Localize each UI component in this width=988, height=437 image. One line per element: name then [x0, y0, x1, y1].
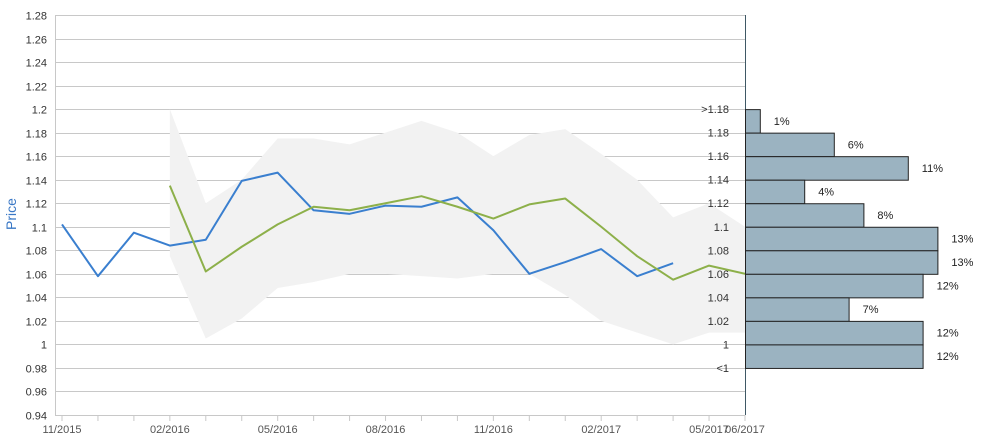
- y-tick-label: 1.12: [26, 199, 47, 211]
- histogram-category-label: 1: [723, 339, 729, 351]
- y-tick-label: 1.1: [32, 223, 47, 235]
- y-tick-label: 1.2: [32, 105, 47, 117]
- histogram-value-label: 11%: [922, 163, 943, 175]
- y-tick-label: 1.02: [26, 317, 47, 329]
- histogram-bar: [745, 109, 761, 134]
- histogram-category-label: <1: [716, 363, 729, 375]
- forecast-series-line: [168, 185, 745, 281]
- y-tick-label: 1: [41, 340, 47, 352]
- histogram-value-label: 7%: [863, 304, 879, 316]
- x-tick-label: 06/2017: [725, 424, 765, 436]
- y-tick-label: 1.28: [26, 11, 47, 23]
- x-axis: 11/2015 02/2016 05/2016 08/2016 11/2016 02/20…: [43, 415, 765, 436]
- histogram-value-label: 13%: [951, 257, 973, 269]
- histogram-value-label: 1%: [774, 116, 790, 128]
- y-tick-label: 0.94: [26, 411, 47, 423]
- series-lines: [61, 171, 745, 281]
- x-tick-label: 05/2016: [258, 424, 298, 436]
- y-tick-label: 1.22: [26, 82, 47, 94]
- histogram-category-label: 1.14: [708, 175, 729, 187]
- y-axis-title-group: Price: [3, 198, 19, 230]
- histogram-category-label: 1.08: [708, 245, 729, 257]
- y-tick-label: 1.14: [26, 176, 47, 188]
- histogram-value-label: 8%: [877, 210, 893, 222]
- forecast-band-area: [169, 109, 745, 345]
- histogram-value-label: 12%: [937, 281, 959, 293]
- histogram-bar: [745, 250, 939, 275]
- histogram-value-label: 12%: [937, 351, 959, 363]
- histogram-bar: [745, 320, 924, 346]
- y-tick-label: 1.06: [26, 270, 47, 282]
- y-axis: 0.94 0.96 0.98 1 1.02 1.04 1.06 1.08 1.1 1.12 1.14…: [26, 11, 746, 423]
- histogram-bar: [745, 273, 924, 299]
- histogram-bar: [745, 156, 909, 181]
- histogram-bar: [745, 203, 865, 228]
- y-tick-label: 1.24: [26, 58, 47, 70]
- histogram-value-label: 12%: [937, 328, 959, 340]
- y-axis-title: Price: [3, 198, 19, 230]
- x-tick-label: 05/2017: [689, 424, 729, 436]
- histogram-category-label: 1.16: [708, 151, 729, 163]
- histogram-category-label: 1.18: [708, 128, 729, 140]
- histogram-category-label: 1.04: [708, 292, 729, 304]
- histogram-bar: [745, 179, 806, 205]
- y-tick-label: 1.04: [26, 293, 47, 305]
- x-tick-label: 11/2015: [43, 424, 82, 436]
- histogram-category-label: 1.12: [708, 198, 729, 210]
- x-tick-label: 02/2016: [150, 424, 190, 436]
- histogram-bar: [745, 344, 924, 369]
- y-tick-label: 0.96: [26, 387, 47, 399]
- histogram-bar: [745, 297, 850, 322]
- distribution-histogram: 1% >1.18 6% 1.18 11% 1.16 4% 1.14 8% 1.12 13% 1.1 13…: [701, 104, 973, 375]
- forecast-band: [169, 109, 745, 345]
- histogram-category-label: 1.1: [714, 222, 729, 234]
- y-tick-label: 1.18: [26, 129, 47, 141]
- histogram-category-label: 1.06: [708, 269, 729, 281]
- y-tick-label: 1.26: [26, 35, 47, 47]
- histogram-bar: [745, 132, 835, 158]
- y-tick-label: 1.16: [26, 152, 47, 164]
- histogram-value-label: 13%: [951, 234, 973, 246]
- actual-series-line: [61, 171, 674, 278]
- histogram-bar: [745, 226, 939, 252]
- x-tick-label: 02/2017: [581, 424, 621, 436]
- histogram-category-label: 1.02: [708, 316, 729, 328]
- x-tick-label: 08/2016: [366, 424, 406, 436]
- histogram-value-label: 4%: [818, 186, 834, 198]
- y-tick-label: 0.98: [26, 364, 47, 376]
- histogram-category-label: >1.18: [701, 104, 729, 116]
- x-tick-label: 11/2016: [474, 424, 513, 436]
- y-tick-label: 1.08: [26, 246, 47, 258]
- histogram-value-label: 6%: [848, 139, 864, 151]
